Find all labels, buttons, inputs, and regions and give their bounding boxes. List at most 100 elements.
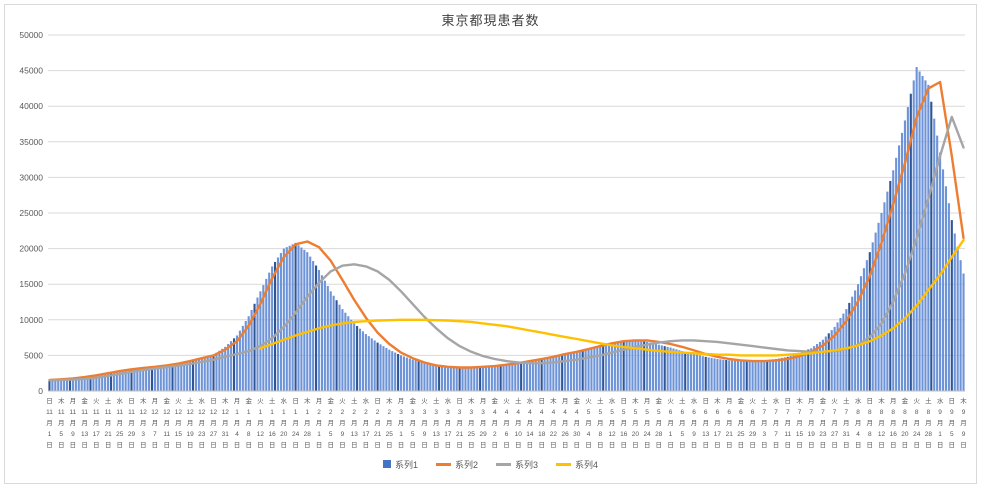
legend: 系列1 系列2 系列3 系列4 (0, 456, 981, 472)
svg-text:25000: 25000 (19, 208, 43, 218)
legend-swatch-line-icon (496, 462, 511, 466)
legend-label: 系列1 (394, 459, 418, 470)
y-gridlines (48, 34, 965, 392)
legend-swatch-line-icon (556, 462, 572, 466)
legend-swatch-square-icon (382, 460, 391, 468)
chart-title[interactable]: 東京都現患者数 (441, 13, 540, 28)
legend-item-2[interactable]: 系列2 (435, 458, 478, 471)
legend-label: 系列4 (575, 459, 599, 470)
svg-text:40000: 40000 (19, 101, 43, 111)
legend-label: 系列2 (454, 459, 478, 470)
legend-item-1[interactable]: 系列1 (382, 458, 418, 471)
svg-text:35000: 35000 (19, 137, 43, 147)
svg-text:0: 0 (38, 386, 43, 396)
line-series-3[interactable] (48, 115, 965, 382)
line-series-2[interactable] (48, 80, 965, 382)
svg-text:50000: 50000 (19, 30, 43, 40)
svg-text:45000: 45000 (19, 66, 43, 76)
legend-item-4[interactable]: 系列4 (556, 458, 598, 471)
chart-frame (4, 4, 977, 484)
svg-text:30000: 30000 (19, 172, 43, 182)
y-axis-labels: 0 5000 10000 15000 20000 25000 30000 35000 40000… (19, 30, 43, 396)
legend-item-3[interactable]: 系列3 (496, 458, 538, 471)
line-series-4[interactable] (259, 238, 965, 357)
svg-text:15000: 15000 (19, 279, 43, 289)
legend-swatch-line-icon (435, 462, 451, 466)
svg-text:10000: 10000 (19, 315, 43, 325)
svg-text:5000: 5000 (24, 350, 43, 360)
legend-label: 系列3 (515, 459, 539, 470)
